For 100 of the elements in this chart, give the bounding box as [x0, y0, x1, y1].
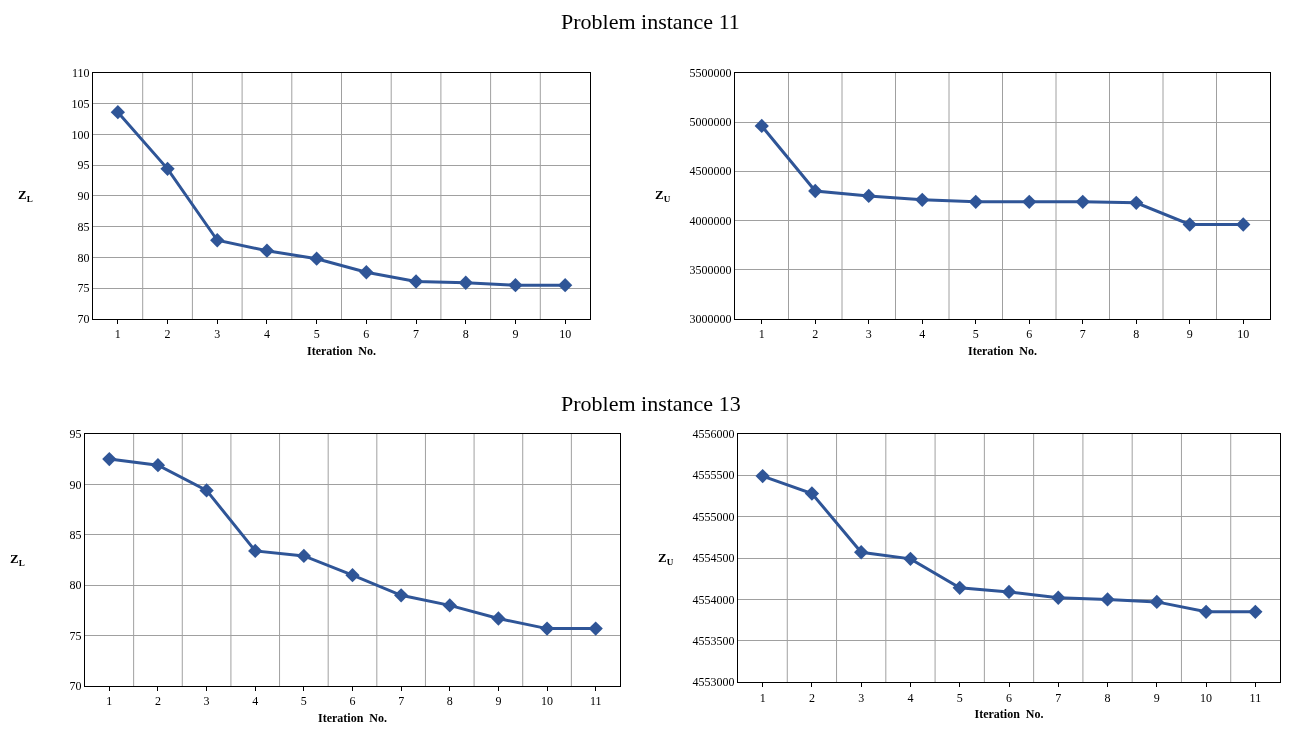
point	[102, 451, 117, 467]
x-tick-label: 6	[363, 327, 370, 342]
x-tick-label: 2	[154, 694, 161, 709]
point	[1182, 217, 1197, 232]
x-tick-label: 8	[446, 694, 453, 709]
x-tick-label: 3	[203, 694, 210, 709]
y-tick-label: 3000000	[689, 312, 732, 327]
y-tick-label: 4553500	[692, 633, 735, 648]
point	[755, 468, 770, 484]
y-tick-label: 70	[69, 679, 82, 694]
y-tick-label: 4000000	[689, 213, 732, 228]
x-tick-label: 5	[956, 690, 963, 705]
x-tick-label: 9	[495, 694, 502, 709]
x-tick-label: 5	[313, 327, 320, 342]
point	[1248, 604, 1263, 619]
x-tick-label: 9	[512, 327, 519, 342]
y-axis-title: Z$_{L}$	[10, 551, 25, 568]
y-tick-label: 4500000	[689, 164, 732, 179]
x-axis-title: Iteration No.	[307, 344, 376, 359]
x-tick-label: 5	[300, 694, 307, 709]
y-tick-label: 80	[77, 250, 90, 265]
x-tick-label: 1	[114, 327, 121, 342]
point	[1149, 594, 1164, 610]
y-tick-label: 4555000	[692, 509, 735, 524]
chart-title: Problem instance 13	[561, 391, 741, 416]
point	[1051, 590, 1066, 605]
y-tick-label: 4554000	[692, 592, 735, 607]
x-tick-label: 11	[589, 694, 602, 709]
y-axis-title: Z$_{L}$	[18, 187, 33, 204]
point	[408, 274, 424, 289]
x-tick-label: 10	[541, 694, 554, 709]
x-tick-label: 2	[812, 327, 819, 342]
point	[442, 598, 457, 613]
y-tick-label: 105	[71, 96, 90, 111]
point	[1075, 194, 1090, 209]
y-tick-label: 70	[77, 312, 90, 327]
x-tick-label: 7	[1079, 327, 1086, 342]
x-tick-label: 1	[759, 690, 766, 705]
y-axis-title: Z$_{U}$	[655, 187, 671, 204]
x-tick-label: 8	[462, 327, 469, 342]
point	[458, 275, 473, 290]
x-tick-label: 4	[263, 327, 270, 342]
point	[539, 621, 555, 636]
point	[915, 192, 930, 207]
point	[558, 278, 573, 293]
x-tick-label: 2	[164, 327, 171, 342]
y-tick-label: 110	[72, 65, 90, 80]
x-tick-label: 4	[252, 694, 259, 709]
point	[508, 278, 523, 293]
point	[754, 118, 769, 134]
y-tick-label: 85	[77, 219, 90, 234]
point	[1100, 592, 1115, 607]
y-tick-label: 4556000	[692, 427, 735, 442]
y-axis-title: Z$_{U}$	[658, 550, 674, 567]
point	[1022, 194, 1037, 209]
point	[248, 543, 263, 559]
y-tick-label: 100	[71, 127, 90, 142]
point	[199, 483, 214, 498]
x-tick-label: 8	[1104, 690, 1111, 705]
x-tick-label: 3	[858, 690, 865, 705]
y-tick-label: 95	[69, 427, 82, 442]
point	[359, 265, 374, 280]
point	[804, 486, 820, 501]
y-tick-label: 3500000	[689, 263, 732, 278]
point	[150, 458, 166, 473]
y-tick-label: 75	[69, 628, 82, 643]
point	[1198, 604, 1214, 619]
y-tick-label: 85	[69, 527, 82, 542]
point	[808, 183, 823, 199]
x-tick-label: 10	[559, 327, 572, 342]
x-tick-label: 7	[1055, 690, 1062, 705]
y-tick-label: 4553000	[692, 675, 735, 690]
x-tick-label: 9	[1153, 690, 1160, 705]
x-axis-title: Iteration No.	[318, 711, 387, 726]
x-tick-label: 6	[1006, 690, 1012, 705]
x-tick-label: 5	[972, 327, 979, 342]
x-tick-label: 8	[1133, 327, 1140, 342]
x-tick-label: 10	[1237, 327, 1250, 342]
y-tick-label: 5000000	[689, 115, 732, 130]
y-tick-label: 4554500	[692, 551, 735, 566]
point	[588, 621, 603, 636]
point	[903, 551, 918, 567]
x-tick-label: 10	[1200, 690, 1213, 705]
point	[393, 588, 409, 603]
point	[296, 548, 312, 564]
text: Problem instance 11	[561, 9, 740, 34]
point	[160, 161, 175, 176]
point	[1129, 195, 1144, 210]
point	[110, 105, 125, 120]
point	[345, 567, 360, 583]
point	[861, 188, 876, 204]
y-tick-label: 95	[77, 158, 90, 173]
x-tick-label: 11	[1249, 690, 1262, 705]
x-tick-label: 2	[808, 690, 815, 705]
point	[259, 243, 275, 258]
x-tick-label: 3	[214, 327, 221, 342]
x-tick-label: 1	[106, 694, 113, 709]
x-tick-label: 6	[349, 694, 356, 709]
point	[309, 251, 324, 266]
point	[210, 233, 225, 248]
